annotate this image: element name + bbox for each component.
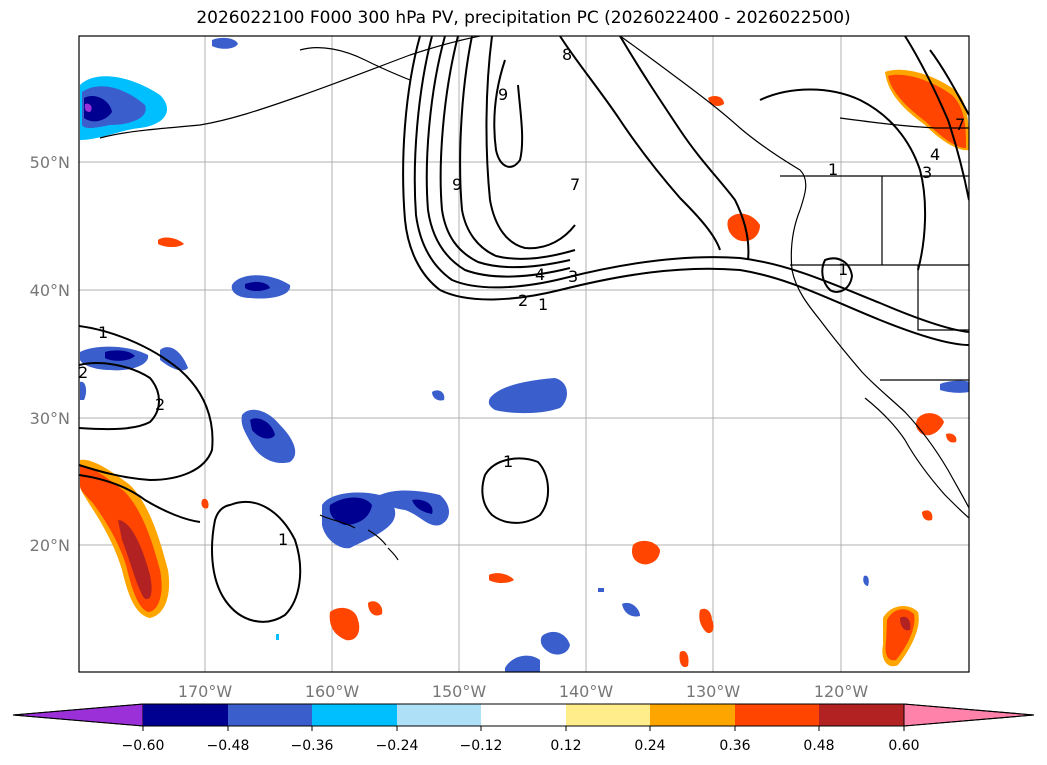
lon-label-130w: 130°W [686,682,741,701]
contour-label: 7 [955,115,965,134]
colorbar-tick-label: 0.36 [719,738,750,754]
contour-label: 2 [155,395,165,414]
lat-label-20n: 20°N [30,536,70,555]
contour-label: 1 [278,530,288,549]
contour-label: 9 [498,85,508,104]
contour-label: 9 [452,175,462,194]
lon-label-160w: 160°W [305,682,360,701]
colorbar-tick-label: −0.12 [460,738,503,754]
colorbar-extend-right [903,703,1035,727]
colorbar-tick-label: 0.60 [888,738,919,754]
lon-label-150w: 150°W [432,682,487,701]
colorbar-segment [566,704,650,726]
contour-label: 1 [538,295,548,314]
colorbar-tick-label: −0.24 [376,738,419,754]
colorbar-segment [650,704,735,726]
contour-label: 2 [518,291,528,310]
colorbar-tick-label: 0.12 [550,738,581,754]
longitude-labels: 170°W 160°W 150°W 140°W 130°W 120°W [178,682,869,701]
plot-area [79,36,969,672]
colorbar-tick-label: 0.24 [634,738,665,754]
contour-label: 3 [568,267,578,286]
lat-label-40n: 40°N [30,281,70,300]
colorbar-segment [481,704,566,726]
map-title: 2026022100 F000 300 hPa PV, precipitatio… [196,8,851,28]
contour-label: 2 [78,363,88,382]
contour-label: 4 [930,145,940,164]
colorbar-segment [228,704,312,726]
colorbar-segment [312,704,397,726]
colorbar-segment [143,704,228,726]
colorbar-segment [735,704,819,726]
colorbar-tick-label: 0.48 [803,738,834,754]
lon-label-120w: 120°W [814,682,869,701]
contour-label: 1 [98,323,108,342]
contour-label: 4 [535,265,545,284]
lon-label-140w: 140°W [559,682,614,701]
colorbar-extend-left [12,703,144,727]
colorbar-segment [397,704,481,726]
colorbar-ticks [142,726,905,731]
contour-label: 7 [570,175,580,194]
contour-label: 8 [562,45,572,64]
lat-label-30n: 30°N [30,409,70,428]
positive-precip-areas [80,69,969,668]
latitude-labels: 50°N 40°N 30°N 20°N [30,153,70,555]
contour-labels: 9 8 9 7 4 3 2 1 1 1 2 1 1 1 2 3 4 7 [78,45,965,549]
contour-label: 3 [922,163,932,182]
pv-contours [79,36,969,623]
colorbar-tick-label: −0.60 [122,738,165,754]
plot-border [78,35,970,673]
colorbar-segment [819,704,904,726]
gridlines [79,36,969,672]
contour-label: 1 [503,452,513,471]
colorbar-tick-label: −0.36 [291,738,334,754]
colorbar: −0.60 −0.48 −0.36 −0.24 −0.12 0.12 0.24 … [12,703,1035,754]
lon-label-170w: 170°W [178,682,233,701]
lat-label-50n: 50°N [30,153,70,172]
colorbar-tick-label: −0.48 [207,738,250,754]
coastlines [99,36,969,561]
negative-precip-areas [80,37,969,672]
contour-label: 1 [838,260,848,279]
contour-label: 1 [828,160,838,179]
